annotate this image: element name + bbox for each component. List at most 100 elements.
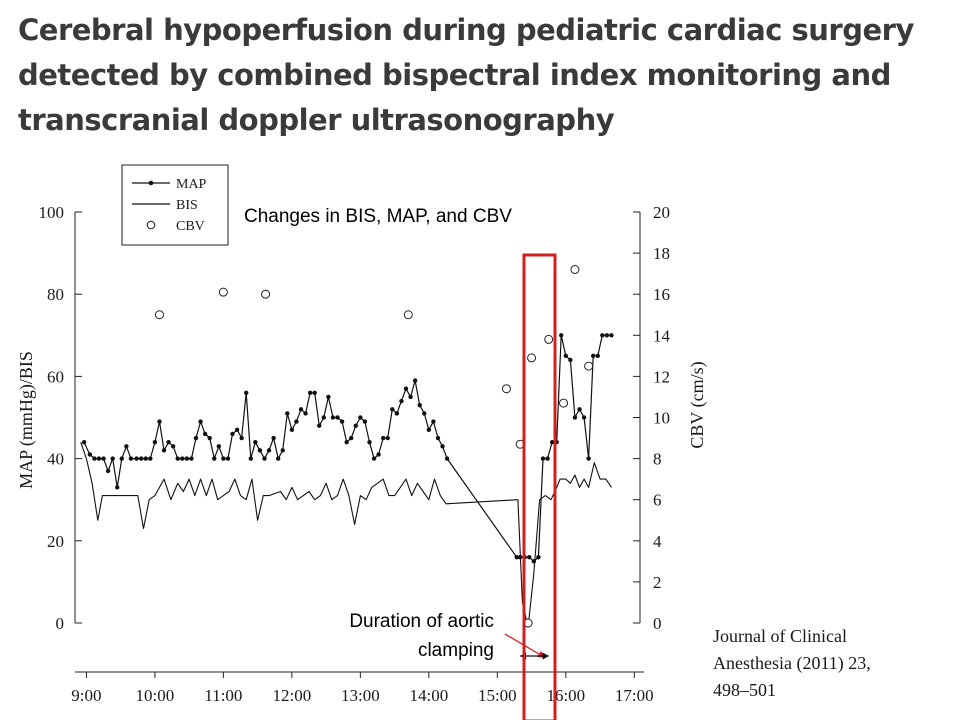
- data-point-map: [134, 456, 139, 461]
- data-point-map: [527, 555, 532, 560]
- data-point-map: [380, 435, 386, 441]
- citation: Journal of Clinical Anesthesia (2011) 23…: [713, 623, 953, 704]
- data-point-map: [148, 456, 153, 461]
- slide-title: Cerebral hypoperfusion during pediatric …: [18, 8, 948, 143]
- data-point-map: [600, 333, 605, 338]
- y2-tick-label: 0: [653, 614, 662, 633]
- data-point-cbv: [527, 353, 537, 363]
- data-point-map: [604, 333, 610, 338]
- data-point-map: [285, 411, 290, 416]
- data-point-map: [244, 390, 249, 396]
- x-tick-label: 9:00: [71, 686, 101, 705]
- data-point-map: [96, 456, 102, 461]
- data-point-map: [376, 452, 381, 457]
- data-point-map: [139, 456, 144, 461]
- data-point-map: [581, 415, 587, 420]
- data-point-map: [294, 419, 299, 424]
- data-point-map: [198, 419, 203, 424]
- data-point-map: [119, 456, 124, 461]
- x-tick-label: 12:00: [273, 686, 312, 705]
- x-tick-label: 13:00: [341, 686, 380, 705]
- data-point-map: [184, 456, 190, 461]
- data-point-cbv: [584, 361, 594, 371]
- data-point-map: [390, 407, 395, 412]
- data-point-map: [289, 427, 295, 433]
- data-point-map: [417, 402, 422, 408]
- citation-line: Anesthesia (2011) 23,: [713, 653, 871, 673]
- data-point-map: [221, 456, 226, 461]
- series-bis-line: [80, 442, 612, 628]
- data-point-map: [280, 448, 285, 453]
- data-point-map: [212, 456, 217, 461]
- data-point-map: [367, 439, 372, 445]
- legend-box: [121, 164, 229, 246]
- data-point-map: [170, 444, 176, 449]
- data-point-map: [514, 555, 519, 560]
- data-point-map: [189, 456, 194, 461]
- data-point-map: [595, 353, 600, 359]
- data-point-map: [371, 456, 377, 461]
- data-point-map: [312, 390, 317, 396]
- data-point-map: [216, 444, 222, 449]
- y2-tick-label: 16: [653, 285, 670, 304]
- data-point-map: [157, 419, 162, 424]
- data-point-map: [399, 398, 404, 404]
- data-point-map: [124, 444, 129, 449]
- legend: MAP BIS CBV: [121, 164, 229, 246]
- x-tick-label: 17:00: [615, 686, 654, 705]
- data-point-map: [87, 452, 93, 457]
- data-point-cbv: [570, 265, 580, 275]
- slide-title-line: Cerebral hypoperfusion during pediatric …: [18, 13, 914, 47]
- y2-tick-label: 18: [653, 244, 670, 263]
- data-point-map: [358, 415, 363, 420]
- y-tick-label: 40: [47, 450, 64, 469]
- x-tick-label: 14:00: [409, 686, 448, 705]
- data-point-map: [115, 485, 120, 490]
- data-point-map: [563, 353, 569, 359]
- data-point-map: [330, 415, 336, 420]
- annotation-line-1: Duration of aortic: [349, 611, 494, 632]
- y2-axis-label: CBV (cm/s): [687, 361, 708, 448]
- data-point-map: [161, 448, 167, 453]
- y2-tick-label: 2: [653, 573, 662, 592]
- data-point-map: [92, 456, 97, 461]
- data-point-map: [326, 394, 331, 400]
- data-point-map: [440, 444, 445, 449]
- data-point-cbv: [501, 384, 511, 394]
- data-point-map: [335, 415, 340, 420]
- data-point-map: [307, 390, 313, 396]
- data-point-map: [248, 456, 253, 461]
- legend-label-map: MAP: [176, 177, 207, 192]
- data-point-cbv: [218, 287, 228, 297]
- data-point-map: [298, 407, 304, 412]
- y2-tick-label: 20: [653, 203, 670, 222]
- data-point-map: [175, 456, 180, 461]
- data-point-map: [193, 435, 199, 441]
- data-point-map: [202, 431, 208, 437]
- data-point-map: [426, 427, 432, 433]
- data-point-map: [344, 439, 349, 445]
- data-point-map: [262, 456, 267, 461]
- data-point-map: [257, 448, 263, 453]
- y2-tick-label: 8: [653, 450, 662, 469]
- y2-tick-label: 6: [653, 491, 662, 510]
- data-point-map: [180, 456, 185, 461]
- data-point-map: [422, 411, 427, 416]
- data-point-map: [545, 456, 550, 461]
- data-point-map: [559, 333, 564, 338]
- data-point-map: [253, 439, 258, 445]
- data-point-map: [101, 456, 106, 461]
- data-point-map: [230, 431, 235, 437]
- data-point-cbv: [403, 310, 413, 320]
- data-point-map: [394, 411, 400, 416]
- data-point-cbv: [559, 398, 569, 408]
- data-point-map: [275, 456, 281, 461]
- x-tick-label: 15:00: [478, 686, 517, 705]
- y2-tick-label: 12: [653, 367, 670, 386]
- annotation-line-2: clamping: [418, 640, 494, 661]
- data-point-map: [105, 468, 111, 474]
- chart-title: Changes in BIS, MAP, and CBV: [244, 206, 512, 227]
- data-point-map: [166, 439, 171, 445]
- data-point-map: [412, 378, 418, 383]
